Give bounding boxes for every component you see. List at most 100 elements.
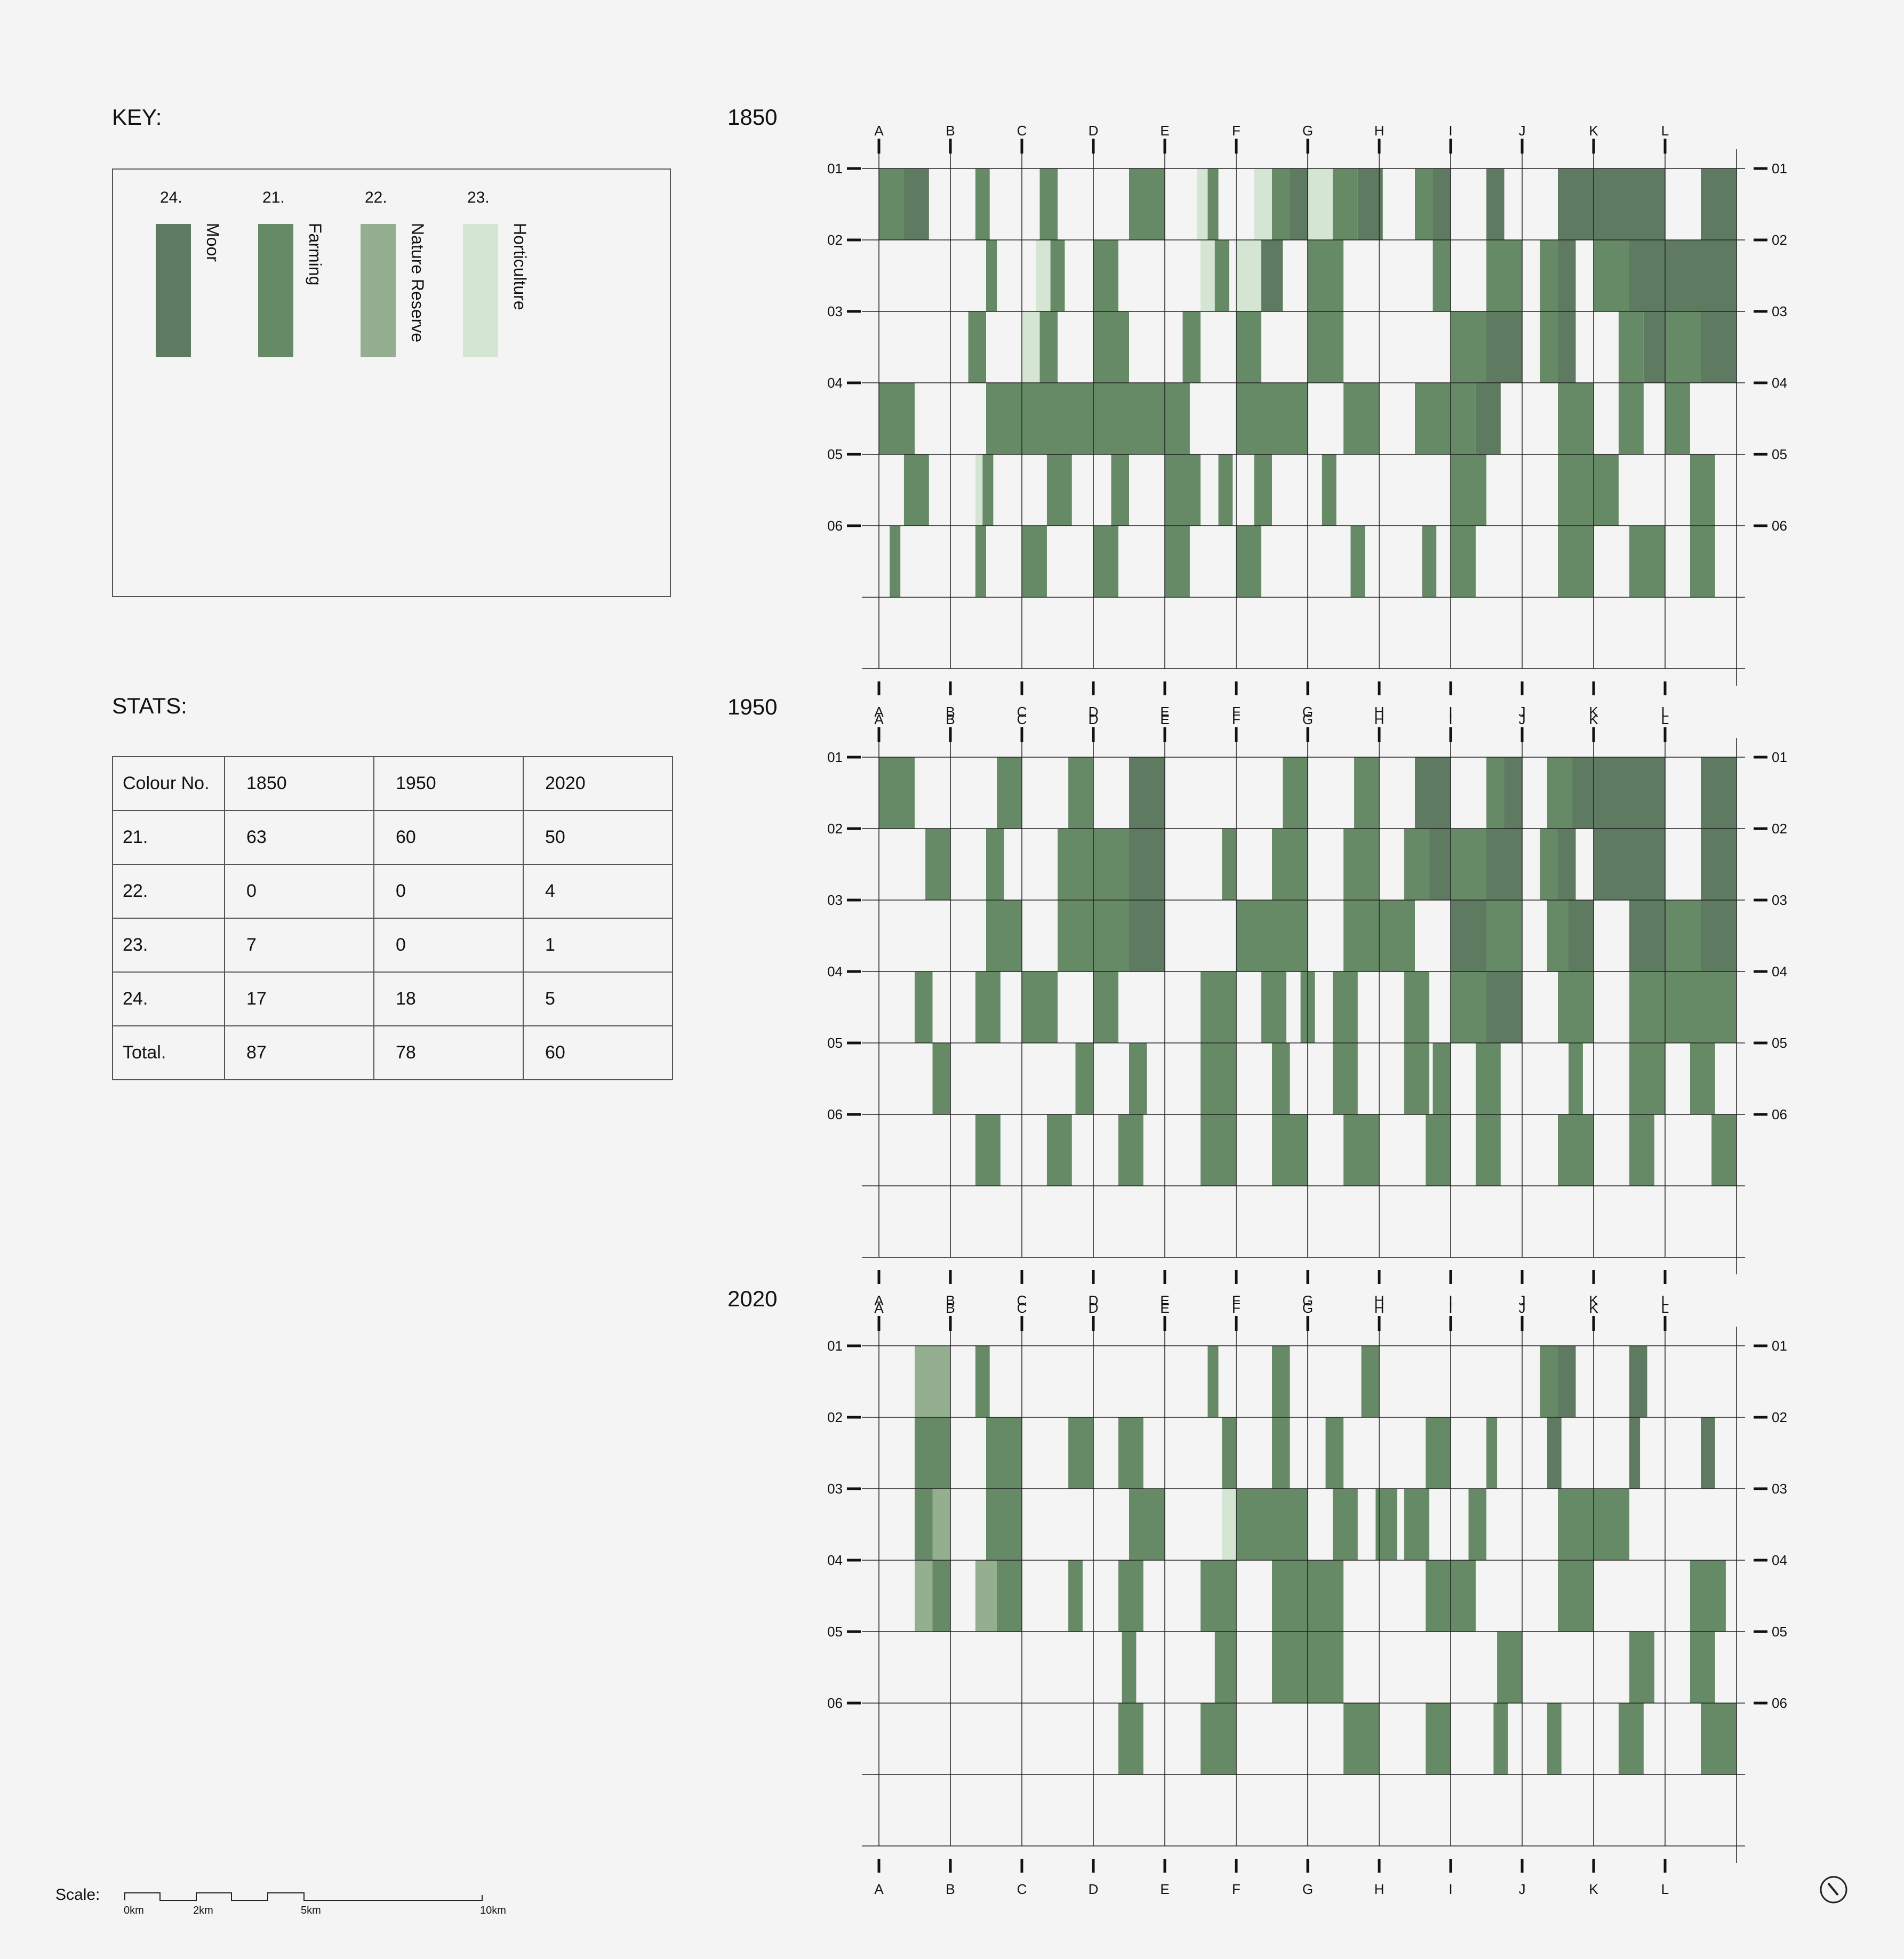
land-cell (1207, 1346, 1219, 1417)
stats-cell: 18 (373, 972, 524, 1026)
land-cell (1197, 168, 1208, 240)
column-label-top: B (946, 1300, 955, 1316)
column-label-bottom: H (1374, 704, 1385, 720)
land-cell (1486, 311, 1522, 383)
land-cell (1129, 1043, 1147, 1114)
land-cell (1332, 972, 1358, 1043)
land-cell (1290, 168, 1308, 240)
row-label-right: 02 (1772, 1409, 1787, 1425)
column-label-bottom: A (874, 1292, 884, 1308)
row-label-right: 06 (1772, 1106, 1787, 1122)
column-label-top: G (1302, 123, 1313, 139)
key-title: KEY: (112, 105, 162, 130)
land-cell (1594, 240, 1629, 311)
row-label-left: 03 (827, 303, 843, 319)
land-cell (986, 900, 1022, 972)
land-cell (975, 1114, 1001, 1186)
land-cell (1343, 1703, 1379, 1775)
land-cell (1594, 757, 1665, 829)
land-cell (1118, 1114, 1143, 1186)
land-cell (1308, 240, 1343, 311)
row-label-left: 02 (827, 232, 843, 248)
column-label-top: G (1302, 711, 1313, 727)
stats-header-cell: 1950 (373, 756, 524, 811)
land-cell (1665, 900, 1701, 972)
land-cell (1451, 1560, 1476, 1632)
column-label-top: H (1374, 1300, 1385, 1316)
stats-cell: 1 (523, 918, 673, 973)
land-cell (1558, 383, 1594, 454)
land-cell (1404, 1043, 1429, 1114)
land-cell (1118, 1560, 1143, 1632)
stats-cell: 4 (523, 864, 673, 919)
land-cell (1426, 1417, 1451, 1489)
column-label-top: B (946, 711, 955, 727)
stats-cell: 0 (373, 918, 524, 973)
land-cell (1236, 526, 1261, 597)
stats-cell: 50 (523, 810, 673, 865)
land-cell (986, 383, 1190, 454)
land-cell (1493, 1703, 1508, 1775)
column-label-bottom: K (1589, 704, 1598, 720)
key-swatch (258, 224, 293, 357)
land-cell (1629, 1632, 1654, 1703)
land-cell (1468, 1489, 1486, 1560)
column-label-bottom: F (1232, 1292, 1241, 1308)
land-cell (1690, 1560, 1726, 1632)
land-cell (1322, 454, 1337, 526)
land-cell (1122, 1632, 1137, 1703)
key-item-label: Moor (203, 223, 222, 262)
land-cell (986, 240, 997, 311)
land-cell (1111, 454, 1129, 526)
column-label-bottom: I (1449, 1292, 1452, 1308)
land-cell (1214, 240, 1229, 311)
land-cell (1129, 168, 1165, 240)
key-item-number: 23. (467, 189, 490, 206)
column-label-bottom: J (1519, 1881, 1526, 1897)
column-label-top: L (1661, 711, 1669, 727)
land-cell (915, 1346, 950, 1417)
land-cell (1283, 757, 1308, 829)
land-cell (1540, 829, 1558, 900)
land-cell (1343, 1114, 1379, 1186)
land-cell (1540, 240, 1558, 311)
land-cell (1475, 1043, 1501, 1114)
land-cell (1050, 240, 1065, 311)
column-label-top: D (1089, 1300, 1099, 1316)
column-label-top: F (1232, 123, 1241, 139)
column-label-bottom: G (1302, 704, 1313, 720)
land-cell (1569, 1043, 1583, 1114)
panel-year-title: 1850 (727, 105, 778, 130)
land-cell (1451, 311, 1486, 383)
land-cell (1690, 526, 1715, 597)
land-cell (1093, 526, 1118, 597)
row-label-left: 04 (827, 964, 843, 980)
column-label-top: I (1449, 1300, 1452, 1316)
key-swatch (156, 224, 191, 357)
land-cell (975, 168, 990, 240)
column-label-bottom: F (1232, 1881, 1241, 1897)
column-label-bottom: L (1661, 1881, 1669, 1897)
row-label-right: 05 (1772, 1624, 1787, 1640)
land-cell (1207, 168, 1219, 240)
stats-cell: 17 (224, 972, 374, 1026)
land-cell (1308, 1560, 1343, 1632)
land-cell (1629, 1417, 1641, 1489)
land-cell (986, 1417, 1022, 1489)
land-cell (1701, 900, 1737, 972)
land-cell (1701, 1417, 1715, 1489)
column-label-bottom: E (1160, 1881, 1169, 1897)
land-cell (982, 454, 994, 526)
column-label-bottom: I (1449, 1881, 1452, 1897)
land-cell (915, 972, 933, 1043)
land-cell (975, 1560, 1001, 1632)
column-label-top: L (1661, 123, 1669, 139)
land-cell (1118, 1703, 1143, 1775)
column-label-top: A (874, 1300, 884, 1316)
land-cell (1711, 1114, 1737, 1186)
land-cell (1690, 1043, 1715, 1114)
land-cell (932, 1043, 950, 1114)
column-label-bottom: A (874, 1881, 884, 1897)
column-label-bottom: I (1449, 704, 1452, 720)
column-label-bottom: J (1519, 704, 1526, 720)
